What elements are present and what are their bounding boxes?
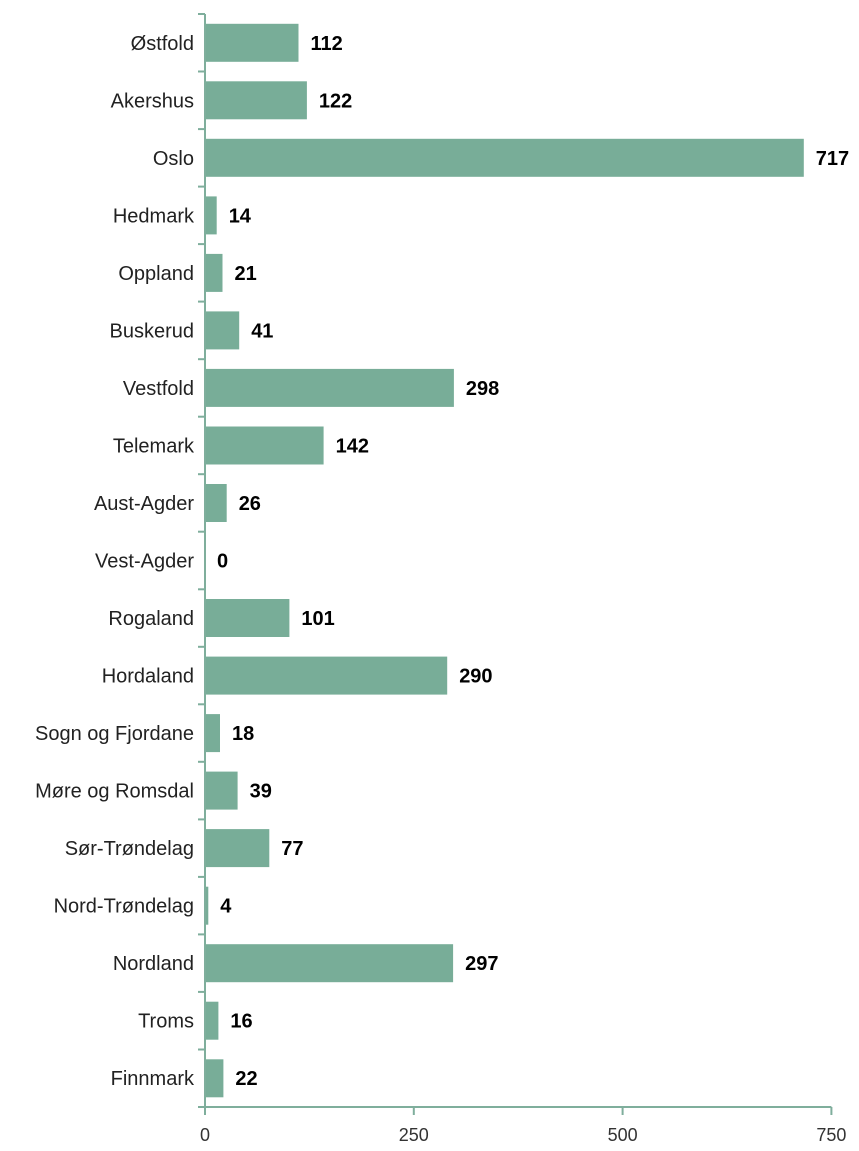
value-label-vestfold: 298 bbox=[466, 378, 499, 400]
value-label-akershus: 122 bbox=[319, 90, 352, 112]
bar-nord-trondelag bbox=[205, 886, 209, 925]
value-label-sor-trondelag: 77 bbox=[281, 838, 303, 860]
value-label-nordland: 297 bbox=[465, 953, 498, 975]
bar-telemark bbox=[205, 426, 324, 465]
category-label-sor-trondelag: Sør-Trøndelag bbox=[65, 838, 194, 860]
value-labels-group: 112 122 717 14 21 41 298 142 26 0 101 290 18 39 77 4 297… bbox=[217, 33, 849, 1090]
value-label-telemark: 142 bbox=[336, 435, 369, 457]
value-label-hordaland: 290 bbox=[459, 666, 492, 688]
category-label-hedmark: Hedmark bbox=[113, 205, 195, 227]
category-label-hordaland: Hordaland bbox=[102, 666, 194, 688]
category-labels-group: Østfold Akershus Oslo Hedmark Oppland Buskeru… bbox=[35, 33, 195, 1090]
category-label-rogaland: Rogaland bbox=[108, 608, 194, 630]
bar-ostfold bbox=[205, 23, 299, 62]
bar-akershus bbox=[205, 81, 307, 120]
category-label-buskerud: Buskerud bbox=[110, 320, 195, 342]
value-label-buskerud: 41 bbox=[251, 320, 273, 342]
bar-sor-trondelag bbox=[205, 829, 270, 868]
category-label-ostfold: Østfold bbox=[131, 33, 194, 55]
category-label-vest-agder: Vest-Agder bbox=[95, 551, 194, 573]
category-label-telemark: Telemark bbox=[113, 435, 195, 457]
category-label-akershus: Akershus bbox=[111, 90, 194, 112]
category-label-oslo: Oslo bbox=[153, 148, 194, 170]
bar-oslo bbox=[205, 138, 804, 177]
value-label-oslo: 717 bbox=[816, 148, 849, 170]
bar-vestfold bbox=[205, 368, 454, 407]
bar-more-og-romsdal bbox=[205, 771, 238, 810]
category-label-vestfold: Vestfold bbox=[123, 378, 194, 400]
category-label-nord-trondelag: Nord-Trøndelag bbox=[54, 896, 194, 918]
value-label-sogn-og-fjordane: 18 bbox=[232, 723, 254, 745]
bars-group bbox=[205, 23, 804, 1098]
value-label-ostfold: 112 bbox=[311, 33, 343, 55]
bar-hedmark bbox=[205, 196, 217, 235]
bar-rogaland bbox=[205, 599, 290, 637]
value-label-aust-agder: 26 bbox=[239, 493, 261, 515]
bar-buskerud bbox=[205, 311, 240, 350]
value-label-oppland: 21 bbox=[235, 263, 257, 285]
x-tick-label-250: 250 bbox=[399, 1125, 429, 1145]
value-label-more-og-romsdal: 39 bbox=[250, 781, 272, 803]
category-label-nordland: Nordland bbox=[113, 953, 194, 975]
category-label-more-og-romsdal: Møre og Romsdal bbox=[35, 781, 194, 803]
value-label-nord-trondelag: 4 bbox=[220, 896, 232, 918]
bar-oppland bbox=[205, 253, 223, 292]
x-tick-label-0: 0 bbox=[200, 1125, 210, 1145]
value-label-hedmark: 14 bbox=[229, 205, 252, 227]
bar-nordland bbox=[205, 944, 454, 983]
category-label-troms: Troms bbox=[138, 1011, 194, 1033]
bar-hordaland bbox=[205, 656, 448, 695]
bar-sogn-og-fjordane bbox=[205, 714, 220, 753]
category-label-oppland: Oppland bbox=[118, 263, 194, 285]
category-label-sogn-og-fjordane: Sogn og Fjordane bbox=[35, 723, 194, 745]
x-tick-label-500: 500 bbox=[608, 1125, 638, 1145]
value-label-finnmark: 22 bbox=[235, 1068, 257, 1090]
value-label-rogaland: 101 bbox=[301, 608, 334, 630]
value-label-vest-agder: 0 bbox=[217, 551, 228, 573]
axes-group: 0 250 500 750 bbox=[198, 13, 846, 1145]
x-tick-label-750: 750 bbox=[816, 1125, 846, 1145]
bar-finnmark bbox=[205, 1059, 224, 1098]
bar-troms bbox=[205, 1001, 219, 1040]
bar-aust-agder bbox=[205, 484, 227, 522]
category-label-finnmark: Finnmark bbox=[111, 1068, 195, 1090]
category-label-aust-agder: Aust-Agder bbox=[94, 493, 194, 515]
value-label-troms: 16 bbox=[230, 1011, 252, 1033]
